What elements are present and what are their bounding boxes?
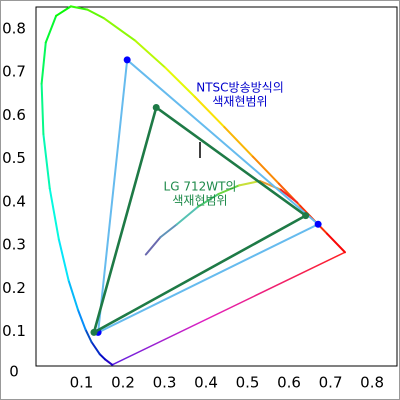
annotation: LG 712WT의	[164, 180, 237, 194]
x-tick-label: 0.5	[236, 374, 260, 392]
spectral-locus	[223, 126, 254, 158]
spectral-locus	[44, 14, 58, 44]
spectral-locus	[40, 82, 45, 136]
planckian-locus	[238, 180, 262, 187]
annotation: 색재현범위	[212, 95, 267, 109]
spectral-locus	[48, 187, 60, 241]
spectral-locus	[326, 232, 346, 254]
spectral-locus	[76, 308, 87, 331]
spectral-locus	[164, 66, 196, 98]
y-tick-label: 0.6	[2, 106, 26, 124]
spectral-locus	[69, 5, 89, 11]
spectral-locus	[103, 17, 137, 42]
x-tick-label: 0.6	[277, 374, 301, 392]
y-tick-label: 0.2	[2, 279, 26, 297]
plot-frame	[35, 6, 398, 367]
spectral-locus	[57, 238, 70, 282]
spectral-locus	[193, 95, 226, 129]
gamut-vertex	[152, 103, 160, 111]
planckian-locus	[175, 205, 199, 226]
gamut-triangle	[91, 105, 309, 336]
y-tick-label: 0.3	[2, 236, 26, 254]
planckian-locus	[279, 188, 299, 204]
spectral-locus	[251, 155, 280, 185]
gamut-vertex	[90, 328, 98, 336]
x-tick-label: 0.3	[153, 374, 177, 392]
x-tick-label: 0.7	[319, 374, 343, 392]
spectral-locus	[104, 358, 114, 366]
annotation: NTSC방송방식의	[196, 81, 284, 95]
x-tick-label: 0.8	[360, 374, 384, 392]
y-tick-label: 0.8	[2, 19, 26, 37]
gamut-vertex	[302, 212, 310, 220]
spectral-locus	[90, 340, 101, 356]
planckian-locus	[217, 184, 241, 195]
spectral-locus	[86, 8, 106, 20]
spectral-locus	[98, 353, 107, 361]
gamut-vertex	[314, 220, 322, 228]
spectral-locus	[134, 39, 167, 69]
x-tick-label: 0.1	[70, 374, 94, 392]
planckian-locus	[196, 192, 220, 208]
y-tick-label: 0.1	[2, 322, 26, 340]
gamut-triangle	[96, 57, 320, 335]
planckian-locus	[159, 223, 178, 239]
spectral-locus	[42, 133, 51, 190]
y-tick-label: 0.5	[2, 149, 26, 167]
x-tick-label: 0.2	[111, 374, 135, 392]
spectral-locus	[55, 5, 72, 17]
spectral-locus	[40, 41, 47, 85]
spectral-locus	[67, 279, 79, 311]
spectral-locus	[84, 328, 93, 343]
y-tick-label: 0.4	[2, 192, 26, 210]
annotation: 색재현범위	[172, 194, 227, 208]
line-of-purples	[111, 251, 346, 366]
y-tick-label: 0	[9, 363, 19, 381]
planckian-locus	[144, 236, 162, 256]
gamut-vertex	[123, 56, 131, 64]
x-tick-label: 0.4	[194, 374, 218, 392]
y-tick-label: 0.7	[2, 63, 26, 81]
